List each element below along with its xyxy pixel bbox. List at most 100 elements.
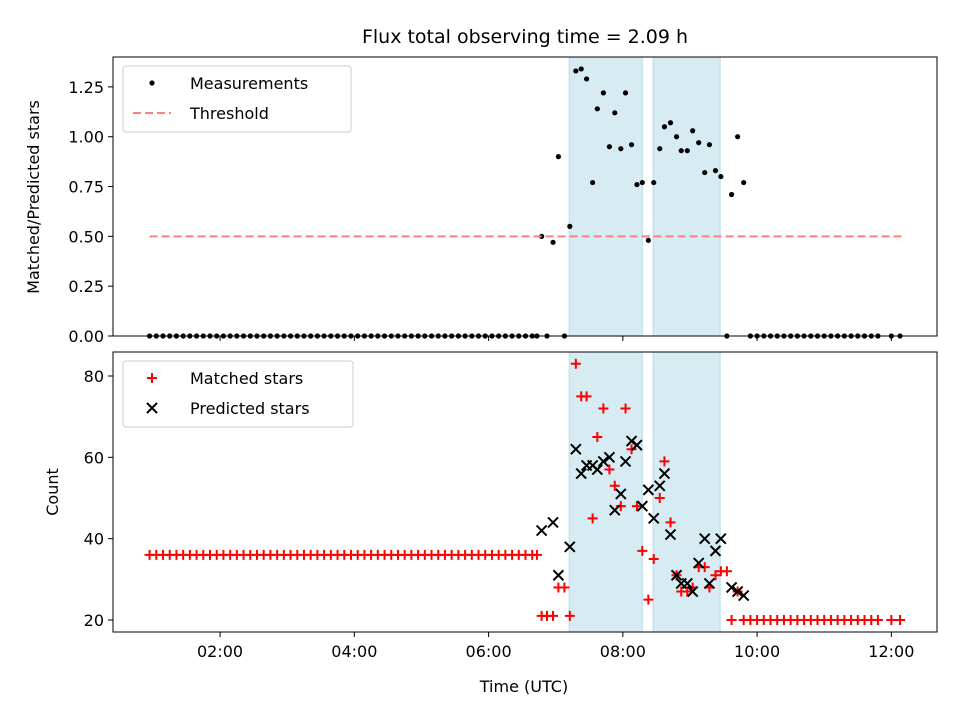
predicted-stars-point — [709, 545, 722, 557]
matched-stars-point — [592, 431, 603, 442]
bottom-x-tick-label: 12:00 — [868, 642, 914, 661]
measurements-point — [594, 106, 600, 112]
predicted-stars-point — [725, 581, 738, 594]
bottom-y-tick-label: 60 — [84, 448, 104, 467]
bottom-y-tick-label: 80 — [84, 367, 104, 386]
measurements-point — [606, 144, 613, 150]
measurements-point — [718, 173, 724, 180]
predicted-stars-point — [642, 484, 655, 496]
predicted-stars-point — [670, 569, 683, 581]
top-y-tick-label: 0.75 — [68, 178, 104, 197]
predicted-stars-point — [552, 569, 565, 581]
predicted-stars-point — [699, 532, 711, 545]
bottom-x-tick-label: 08:00 — [600, 642, 646, 661]
bottom-y-tick-label: 40 — [84, 530, 104, 549]
top-y-tick-label: 0.50 — [68, 227, 104, 246]
measurements-point — [600, 90, 606, 96]
bottom-x-tick-label: 06:00 — [466, 642, 512, 661]
top-axes-frame — [112, 56, 938, 337]
matched-stars-point — [581, 391, 592, 402]
predicted-stars-point — [681, 577, 693, 590]
measurements-point — [567, 223, 573, 229]
bottom-y-axis-label: Count — [43, 468, 62, 516]
measurements-point — [673, 134, 680, 140]
legend-label: Predicted stars — [190, 399, 310, 418]
measurements-point — [667, 120, 674, 126]
predicted-stars-point — [715, 532, 727, 545]
predicted-stars-point — [686, 585, 699, 598]
predicted-stars-point — [570, 443, 582, 455]
matched-stars-point — [637, 545, 648, 556]
measurements-point — [555, 154, 561, 160]
measurements-point — [622, 90, 629, 96]
matched-stars-point — [559, 582, 570, 593]
measurements-point — [612, 110, 618, 116]
measurements-point — [628, 142, 635, 148]
predicted-stars-point — [564, 541, 576, 553]
measurements-point — [651, 179, 657, 186]
matched-stars-point — [598, 403, 609, 414]
matched-stars-point — [710, 570, 721, 581]
measurements-point — [735, 134, 741, 140]
matched-stars-point — [654, 492, 665, 503]
measurements-point — [741, 179, 747, 186]
measurements-point — [550, 239, 556, 245]
predicted-stars-point — [664, 528, 677, 541]
predicted-stars-point — [603, 451, 616, 464]
top-y-tick-label: 0.00 — [68, 327, 104, 346]
legend-measurements-swatch — [149, 80, 155, 86]
measurements-point — [539, 233, 545, 239]
matched-stars-point — [895, 615, 906, 626]
bottom-legend — [122, 360, 354, 428]
measurements-point — [678, 148, 684, 154]
measurements-point — [706, 142, 713, 148]
measurements-point — [690, 128, 696, 134]
predicted-stars-point — [619, 455, 632, 468]
matched-stars-point — [643, 594, 654, 605]
predicted-stars-point — [731, 585, 744, 598]
legend-predicted-stars-swatch — [146, 402, 158, 414]
top-y-tick-label: 0.25 — [68, 277, 104, 296]
matched-stars-point — [548, 610, 559, 621]
matched-stars-point — [721, 566, 732, 577]
matched-stars-point — [570, 358, 581, 369]
matched-stars-point — [682, 586, 693, 597]
matched-stars-point — [726, 615, 737, 626]
matched-stars-point — [665, 517, 676, 528]
predicted-stars-point — [692, 557, 705, 569]
measurements-point — [645, 237, 651, 243]
matched-stars-point — [604, 464, 615, 475]
measurements-point — [657, 146, 663, 152]
predicted-stars-point — [591, 463, 604, 476]
measurements-point — [696, 140, 702, 146]
predicted-stars-point — [597, 455, 610, 468]
matched-stars-point — [620, 403, 631, 414]
measurements-point — [702, 169, 708, 176]
predicted-stars-point — [636, 500, 649, 512]
bottom-x-tick-label: 02:00 — [197, 642, 243, 661]
predicted-stars-point — [654, 480, 666, 492]
measurements-point — [639, 179, 645, 186]
predicted-stars-point — [737, 589, 750, 602]
chart-title: Flux total observing time = 2.09 h — [362, 26, 688, 48]
measurements-point — [661, 124, 668, 130]
matched-stars-point — [648, 554, 659, 565]
matched-stars-point — [886, 615, 897, 626]
measurements-point — [728, 191, 735, 198]
predicted-stars-point — [703, 577, 716, 590]
measurements-point — [583, 76, 590, 82]
top-y-tick-label: 1.25 — [68, 78, 104, 97]
predicted-stars-point — [648, 512, 660, 525]
measurements-point — [618, 146, 624, 152]
top-plot: 0.00 0.25 0.50 0.75 1.00 1.25 Measurements Thre… — [68, 56, 938, 346]
bottom-plot: 20 40 60 80 02:00 04:00 06:00 08:00 10:00 12:00 Ma… — [84, 351, 938, 661]
predicted-stars-point — [575, 467, 587, 480]
top-observing-window — [568, 56, 643, 337]
bottom-observing-window — [568, 351, 643, 633]
measurements-point — [634, 181, 640, 188]
matched-stars-point — [609, 480, 620, 491]
matched-stars-point — [531, 549, 542, 560]
predicted-stars-point — [547, 516, 559, 529]
predicted-stars-point — [658, 467, 671, 480]
